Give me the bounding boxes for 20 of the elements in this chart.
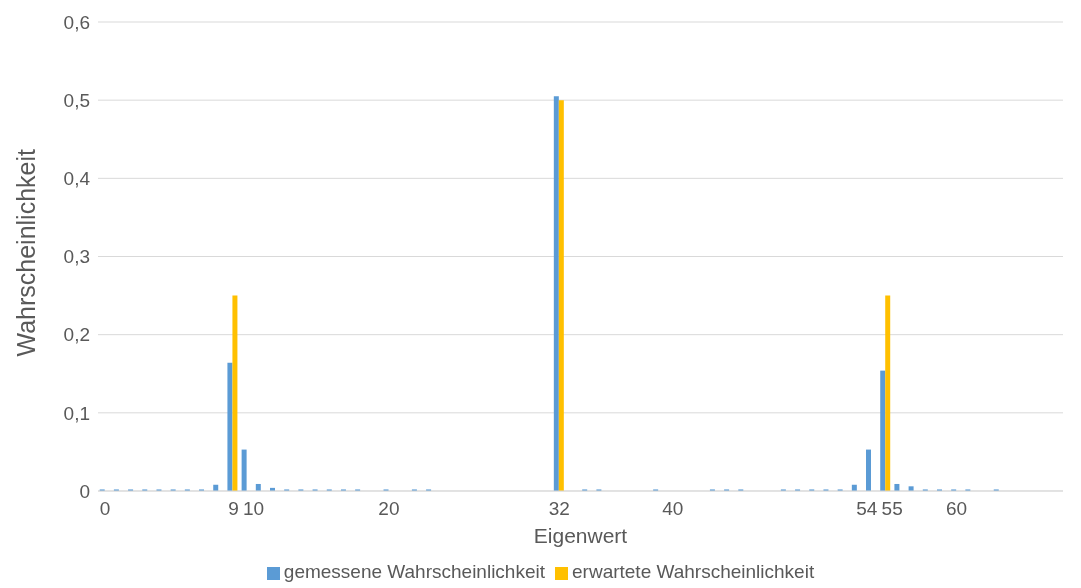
y-tick-label: 0,6 — [63, 11, 90, 33]
x-tick-label: 9 — [228, 498, 239, 519]
y-tick-label: 0,3 — [63, 246, 90, 268]
y-axis-title: Wahrscheinlichkeit — [11, 148, 40, 357]
x-tick-label: 60 — [946, 498, 968, 519]
x-tick-label: 0 — [99, 498, 111, 519]
y-tick-label: 0 — [79, 480, 90, 502]
x-tick-label: 40 — [662, 498, 684, 519]
x-tick-label: 20 — [378, 498, 400, 519]
x-tick-label: 54 — [856, 498, 878, 519]
y-tick-label: 0,5 — [63, 89, 90, 111]
y-tick-label: 0,4 — [63, 168, 91, 190]
x-tick-label: 32 — [548, 498, 570, 519]
legend-label: erwartete Wahrscheinlichkeit — [572, 561, 815, 582]
x-axis-title: Eigenwert — [533, 524, 628, 547]
x-tick-label: 10 — [243, 498, 265, 519]
x-tick-label: 55 — [881, 498, 903, 519]
y-tick-label: 0,1 — [63, 402, 90, 424]
y-tick-label: 0,2 — [63, 324, 90, 346]
legend-label: gemessene Wahrscheinlichkeit — [283, 561, 546, 582]
